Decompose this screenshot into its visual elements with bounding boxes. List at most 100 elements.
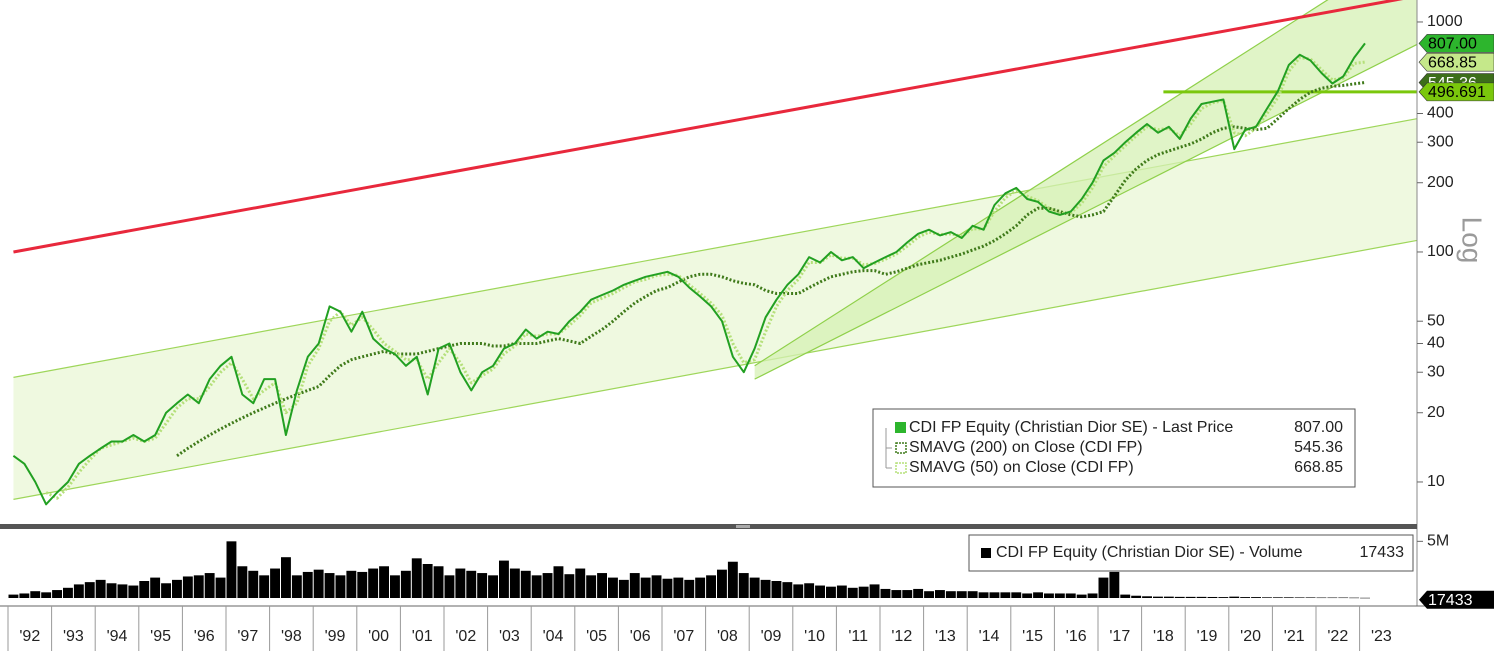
volume-bar [291, 575, 302, 598]
volume-bar [1109, 571, 1120, 598]
y-tick-label: 5M [1427, 533, 1449, 550]
volume-bar [564, 574, 575, 598]
volume-plot [8, 541, 1370, 599]
volume-bar [390, 575, 400, 598]
volume-bar [335, 575, 346, 598]
x-tick-label: '22 [1327, 628, 1348, 645]
volume-bar [226, 541, 237, 598]
volume-bar [989, 592, 1000, 598]
volume-bar [586, 575, 597, 598]
volume-bar [553, 566, 564, 598]
volume-bar [313, 569, 324, 598]
volume-bar [542, 573, 553, 598]
volume-bar [836, 585, 847, 598]
x-tick-label: '08 [717, 628, 738, 645]
x-tick-label: '93 [63, 628, 84, 645]
volume-bar [847, 587, 858, 598]
volume-bar [956, 591, 967, 598]
volume-bar [1011, 592, 1022, 598]
x-tick-label: '00 [368, 628, 389, 645]
legend-box [872, 408, 1356, 488]
moving-average-line [45, 56, 1366, 500]
x-tick-label: '97 [237, 628, 258, 645]
volume-bar [662, 578, 673, 598]
x-tick-label: '07 [673, 628, 694, 645]
volume-bar [73, 584, 84, 598]
volume-bar [172, 579, 182, 598]
volume-bar [673, 577, 684, 598]
volume-bar [193, 575, 204, 598]
volume-bar [945, 591, 956, 598]
trend-line [13, 0, 1404, 254]
volume-bar [302, 571, 313, 598]
last-value-label: 496.691 [1428, 84, 1486, 101]
volume-bar [651, 575, 662, 598]
x-tick-label: '14 [979, 628, 1000, 645]
last-value-label: 17433 [1428, 592, 1473, 609]
volume-bar [706, 575, 716, 598]
volume-bar [1044, 593, 1054, 598]
volume-bar [379, 566, 389, 598]
volume-bar [684, 579, 695, 598]
x-tick-label: '20 [1240, 628, 1261, 645]
volume-bar [1240, 597, 1251, 598]
volume-bar [880, 588, 891, 598]
volume-bar [499, 560, 509, 598]
channel-edge [13, 239, 1417, 500]
volume-bar [95, 579, 106, 598]
volume-bar [1360, 597, 1370, 599]
x-tick-label: '02 [455, 628, 476, 645]
y-tick-label: 400 [1427, 105, 1454, 122]
last-value-box [1418, 52, 1494, 72]
volume-bar [1098, 577, 1109, 598]
volume-bar [717, 569, 727, 598]
last-value-label: 668.85 [1428, 54, 1477, 71]
volume-bar [1142, 596, 1152, 598]
volume-bar [1065, 593, 1076, 598]
x-tick-label: '18 [1153, 628, 1174, 645]
volume-bar [19, 593, 30, 598]
y-tick-label: 30 [1427, 363, 1445, 380]
volume-bar [1305, 597, 1316, 598]
x-tick-label: '17 [1109, 628, 1130, 645]
volume-bar [618, 579, 629, 598]
volume-bar [793, 584, 804, 598]
volume-bar [30, 591, 41, 598]
volume-bar [869, 584, 880, 598]
moving-average-line [176, 81, 1366, 458]
x-tick-label: '16 [1066, 628, 1087, 645]
legend-tree [885, 428, 892, 469]
channel-fill [754, 0, 1417, 380]
y-tick-label: 1000 [1427, 13, 1463, 30]
volume-bar [8, 594, 19, 598]
volume-bar [357, 571, 368, 598]
y-tick-label: 100 [1427, 243, 1454, 260]
y-tick-label: 300 [1427, 133, 1454, 150]
volume-bar [466, 570, 477, 598]
x-tick-label: '21 [1284, 628, 1305, 645]
volume-bar [422, 564, 433, 598]
volume-bar [924, 591, 934, 598]
volume-bar [1349, 597, 1360, 599]
volume-bar [455, 568, 466, 598]
volume-bar [1087, 593, 1098, 598]
legend-label: CDI FP Equity (Christian Dior SE) - Volu… [996, 544, 1303, 561]
volume-bar [248, 570, 259, 598]
legend-value: 807.00 [1294, 419, 1343, 436]
volume-bar [63, 587, 73, 598]
legend-label: CDI FP Equity (Christian Dior SE) - Last… [909, 419, 1233, 436]
volume-bar [182, 576, 193, 598]
volume-bar [84, 582, 95, 598]
volume-bar [608, 577, 618, 598]
volume-bar [1153, 596, 1163, 598]
volume-bar [760, 579, 771, 598]
last-value-label: 807.00 [1428, 36, 1477, 53]
volume-bar [1218, 597, 1229, 598]
volume-bar [1000, 592, 1011, 598]
volume-bar [106, 583, 117, 598]
volume-bar [1207, 596, 1218, 598]
legend-swatch [895, 442, 907, 454]
volume-bar [433, 566, 444, 598]
volume-bar [400, 570, 411, 598]
x-tick-label: '05 [586, 628, 607, 645]
